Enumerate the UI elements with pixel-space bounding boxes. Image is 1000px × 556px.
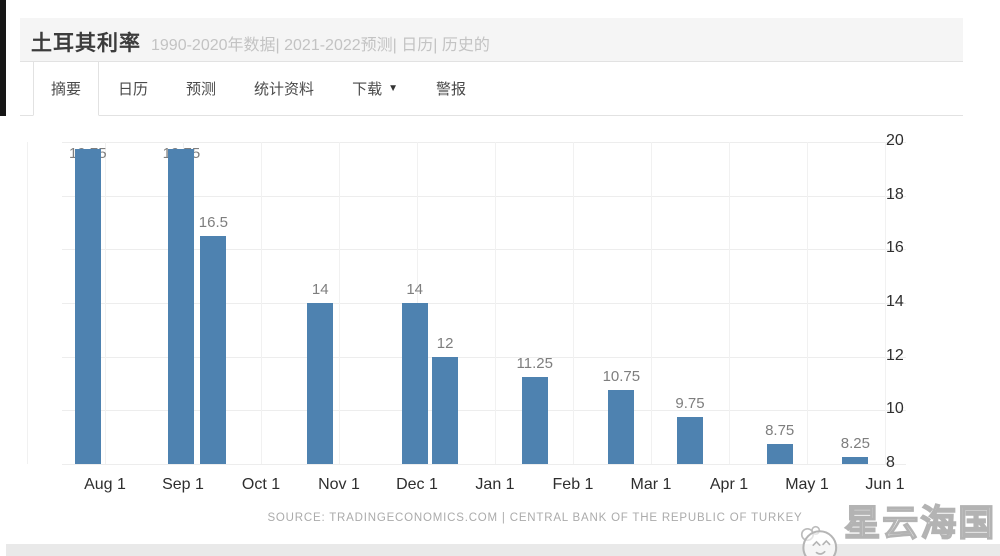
bar-value-label: 11.25 xyxy=(516,354,553,372)
x-axis-label: Sep 1 xyxy=(162,476,204,493)
tab-预测[interactable]: 预测 xyxy=(186,81,217,98)
bar-value-label: 14 xyxy=(311,281,329,299)
page-title: 土耳其利率 xyxy=(31,32,141,55)
tab-警报[interactable]: 警报 xyxy=(435,81,466,98)
watermark-text: 星云海国际 xyxy=(844,501,997,556)
tab-统计资料[interactable]: 统计资料 xyxy=(254,81,315,98)
cloud-face-logo-icon xyxy=(800,525,838,556)
tab-bar: 摘要 日历 预测 统计资料 下载 ▼ 警报 xyxy=(20,62,963,116)
title-bar: 土耳其利率 1990-2020年数据| 2021-2022预测| 日历| 历史的 xyxy=(20,18,963,62)
horizontal-gridline xyxy=(62,249,906,251)
horizontal-gridline xyxy=(62,142,906,144)
vertical-gridline xyxy=(885,142,886,464)
y-axis-label: 10 xyxy=(886,400,904,418)
vertical-gridline xyxy=(807,142,808,464)
x-axis-label: Dec 1 xyxy=(396,476,438,493)
horizontal-gridline xyxy=(62,303,906,305)
tab-日历[interactable]: 日历 xyxy=(118,81,149,98)
horizontal-gridline xyxy=(62,464,906,465)
chevron-down-icon: ▼ xyxy=(388,83,398,94)
bar-value-label: 16.5 xyxy=(198,213,228,231)
horizontal-gridline xyxy=(62,356,906,358)
y-axis-label: 18 xyxy=(886,185,904,203)
bar xyxy=(432,356,459,464)
y-axis-label: 20 xyxy=(886,132,904,150)
bar xyxy=(608,390,635,464)
bar xyxy=(842,457,869,464)
bar-value-label: 9.75 xyxy=(675,395,705,413)
vertical-gridline xyxy=(417,142,418,464)
vertical-gridline xyxy=(729,142,730,464)
x-axis-label: May 1 xyxy=(785,476,829,493)
x-axis-label: Oct 1 xyxy=(241,476,281,493)
bar xyxy=(74,148,101,464)
x-axis-label: Nov 1 xyxy=(318,476,360,493)
x-axis-label: Mar 1 xyxy=(630,476,672,493)
bar-value-label: 8.25 xyxy=(840,435,870,453)
x-axis-label: Jun 1 xyxy=(865,476,905,493)
source-caption: SOURCE: TRADINGECONOMICS.COM | CENTRAL B… xyxy=(267,512,803,524)
vertical-gridline xyxy=(339,142,340,464)
x-axis-label: Feb 1 xyxy=(552,476,594,493)
bar xyxy=(401,303,428,464)
vertical-gridline xyxy=(27,142,28,464)
bar-value-label: 10.75 xyxy=(602,368,641,386)
page-subtitle: 1990-2020年数据| 2021-2022预测| 日历| 历史的 xyxy=(151,37,490,54)
watermark: 星云海国际 xyxy=(796,494,1000,556)
x-axis-label: Jan 1 xyxy=(475,476,515,493)
y-axis-label: 8 xyxy=(886,454,895,471)
vertical-gridline xyxy=(651,142,652,464)
vertical-gridline xyxy=(261,142,262,464)
y-axis-label: 16 xyxy=(886,239,904,257)
bar xyxy=(521,376,548,464)
vertical-gridline xyxy=(573,142,574,464)
interest-rate-chart: SOURCE: TRADINGECONOMICS.COM | CENTRAL B… xyxy=(0,116,1000,556)
bar xyxy=(677,417,703,464)
x-axis-label: Aug 1 xyxy=(84,476,126,493)
x-axis-label: Apr 1 xyxy=(709,476,749,493)
bar-value-label: 14 xyxy=(406,281,423,299)
bar xyxy=(168,148,195,464)
vertical-gridline xyxy=(105,142,106,464)
bar xyxy=(200,235,227,464)
y-axis-label: 12 xyxy=(886,346,904,364)
vertical-gridline xyxy=(495,142,496,464)
bar xyxy=(766,443,793,464)
bottom-edge-bar xyxy=(6,544,1000,556)
bar xyxy=(307,303,334,464)
tab-摘要[interactable]: 摘要 xyxy=(33,62,100,116)
bar-value-label: 8.75 xyxy=(765,421,795,439)
bar-value-label: 12 xyxy=(436,334,454,352)
y-axis-label: 14 xyxy=(886,293,904,311)
tab-下载[interactable]: 下载 ▼ xyxy=(352,81,398,98)
horizontal-gridline xyxy=(62,195,906,197)
horizontal-gridline xyxy=(62,410,906,412)
